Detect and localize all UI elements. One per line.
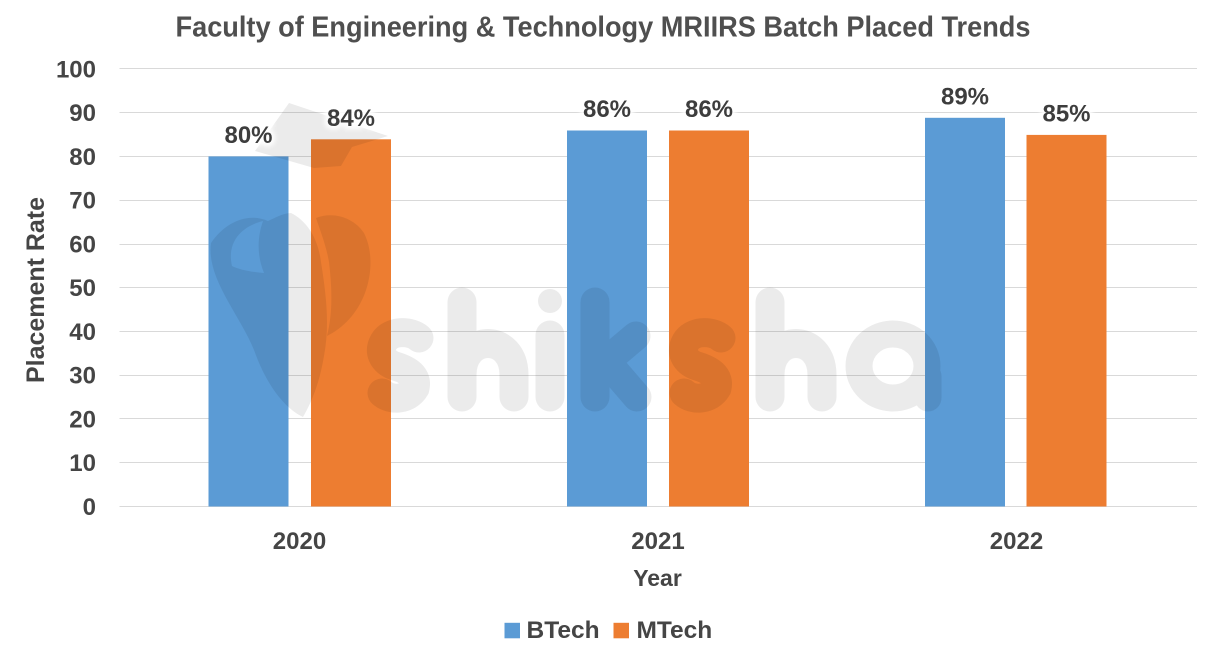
- svg-text:2020: 2020: [273, 528, 326, 555]
- svg-text:80%: 80%: [224, 122, 272, 149]
- svg-text:0: 0: [83, 494, 96, 521]
- svg-text:86%: 86%: [685, 96, 733, 123]
- svg-text:80: 80: [69, 144, 96, 171]
- svg-text:85%: 85%: [1042, 101, 1090, 128]
- svg-text:60: 60: [69, 231, 96, 258]
- svg-text:Placement Rate: Placement Rate: [22, 197, 50, 383]
- svg-text:89%: 89%: [941, 84, 989, 111]
- svg-text:84%: 84%: [327, 105, 375, 132]
- svg-text:10: 10: [69, 450, 96, 477]
- svg-text:2022: 2022: [990, 528, 1043, 555]
- svg-text:BTech: BTech: [527, 617, 600, 644]
- svg-text:70: 70: [69, 188, 96, 215]
- svg-text:20: 20: [69, 406, 96, 433]
- svg-text:30: 30: [69, 363, 96, 390]
- svg-text:85%: 85%: [1042, 101, 1090, 128]
- svg-text:80%: 80%: [224, 122, 272, 149]
- svg-text:MTech: MTech: [637, 617, 713, 644]
- svg-text:86%: 86%: [583, 96, 631, 123]
- svg-text:90: 90: [69, 100, 96, 127]
- svg-text:89%: 89%: [941, 84, 989, 111]
- svg-text:86%: 86%: [685, 96, 733, 123]
- svg-text:40: 40: [69, 319, 96, 346]
- svg-text:Year: Year: [633, 565, 682, 591]
- svg-text:50: 50: [69, 275, 96, 302]
- svg-text:100: 100: [56, 56, 96, 83]
- svg-text:84%: 84%: [327, 105, 375, 132]
- svg-text:86%: 86%: [583, 96, 631, 123]
- svg-text:2021: 2021: [631, 528, 684, 555]
- svg-text:Faculty of Engineering & Techn: Faculty of Engineering & Technology MRII…: [176, 12, 1031, 44]
